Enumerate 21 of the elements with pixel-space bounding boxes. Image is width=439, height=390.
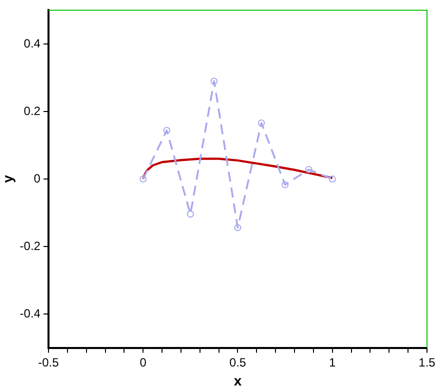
x-tick-label: 0 — [140, 355, 147, 370]
x-tick-label: -0.5 — [38, 355, 60, 370]
point — [258, 119, 265, 126]
point — [210, 78, 218, 85]
y-tick-label: 0 — [34, 171, 41, 186]
y-axis-title: y — [0, 174, 16, 183]
x-axis-title: x — [234, 372, 242, 388]
y-tick-label: 0.2 — [24, 104, 41, 118]
x-tick-label: 1.5 — [418, 355, 436, 370]
point — [282, 181, 289, 188]
point — [186, 210, 194, 218]
point — [163, 126, 170, 134]
x-tick-label: 0.5 — [229, 355, 246, 370]
y-tick-label: -0.2 — [20, 238, 41, 253]
y-tick-label: 0.4 — [24, 36, 41, 50]
point — [305, 166, 312, 174]
y-tick-label: -0.4 — [20, 306, 41, 320]
point — [328, 176, 336, 182]
point — [234, 224, 242, 232]
point — [140, 176, 147, 182]
x-tick-label: 1 — [329, 355, 336, 370]
